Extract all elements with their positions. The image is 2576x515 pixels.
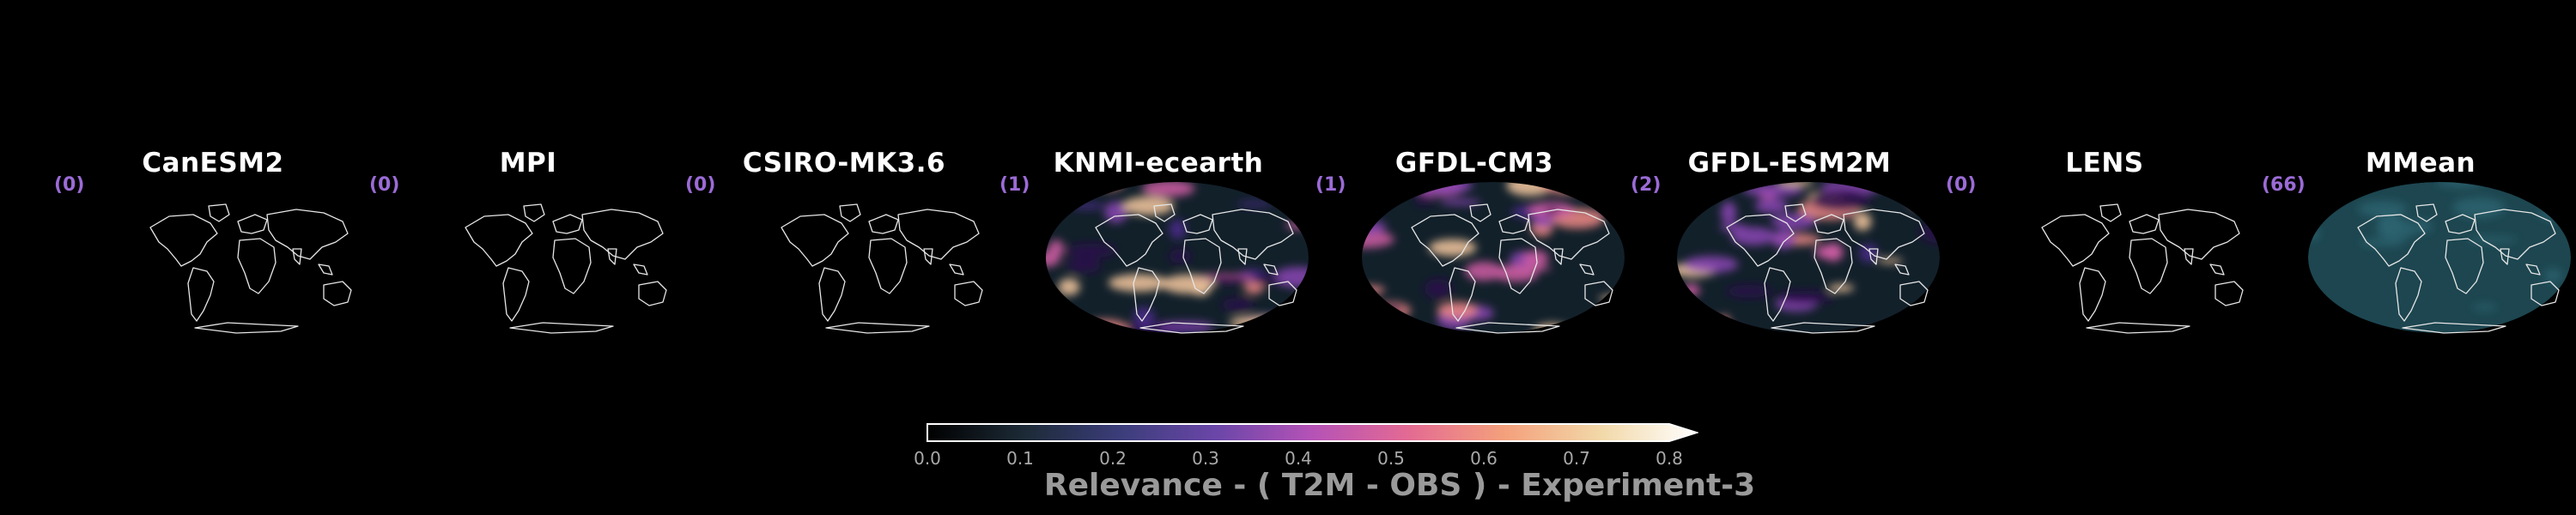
colorbar-tick-label: 0.2 <box>1099 448 1127 469</box>
colorbar-label: Relevance - ( T2M - OBS ) - Experiment-3 <box>1043 468 1756 503</box>
panel-title: GFDL-CM3 <box>1394 148 1554 179</box>
panel-title: MMean <box>2365 148 2476 179</box>
map-panel-gfdl-cm3: GFDL-CM3 (1) <box>1315 0 1631 515</box>
panel-count: (0) <box>54 174 85 196</box>
panel-count: (0) <box>1946 174 1977 196</box>
world-map <box>2308 182 2571 334</box>
map-panel-canesm2: CanESM2 (0) <box>54 0 370 515</box>
colorbar-tick-label: 0.7 <box>1563 448 1590 469</box>
map-panel-mmean: MMean (66) <box>2262 0 2576 515</box>
panel-title: MPI <box>499 148 557 179</box>
colorbar-tick-label: 0.6 <box>1470 448 1498 469</box>
coastline <box>2041 203 2244 334</box>
map-panel-knmi-ecearth: KNMI-ecearth (1) <box>999 0 1315 515</box>
panel-count: (1) <box>999 174 1030 196</box>
world-map <box>1362 182 1625 334</box>
map-panel-csiro-mk3-6: CSIRO-MK3.6 (0) <box>685 0 1001 515</box>
map-panel-mpi: MPI (0) <box>369 0 685 515</box>
colorbar-tick-label: 0.8 <box>1656 448 1683 469</box>
panel-count: (2) <box>1631 174 1662 196</box>
coastline <box>149 203 352 334</box>
coastline <box>781 203 983 334</box>
map-panel-lens: LENS (0) <box>1946 0 2262 515</box>
panel-count: (66) <box>2262 174 2306 196</box>
colorbar-tick-label: 0.0 <box>914 448 941 469</box>
panel-title: LENS <box>2065 148 2144 179</box>
colorbar-tick-label: 0.4 <box>1285 448 1312 469</box>
relevance-heatmap <box>1046 182 1309 333</box>
coastline <box>1411 203 1613 334</box>
world-map <box>1046 182 1309 334</box>
world-map <box>149 203 352 334</box>
colorbar-gradient <box>927 423 1698 442</box>
colorbar-tick-label: 0.1 <box>1006 448 1034 469</box>
panel-count: (1) <box>1315 174 1346 196</box>
colorbar-tick-label: 0.5 <box>1377 448 1405 469</box>
map-panel-gfdl-esm2m: GFDL-ESM2M (2) <box>1631 0 1947 515</box>
coastline <box>1726 203 1929 334</box>
relevance-heatmap <box>1677 182 1940 333</box>
panel-title: GFDL-ESM2M <box>1687 148 1892 179</box>
world-map <box>2041 203 2244 334</box>
world-map <box>781 203 983 334</box>
relevance-heatmap <box>2308 182 2571 333</box>
world-map <box>465 203 667 334</box>
world-map <box>1677 182 1940 334</box>
panel-count: (0) <box>685 174 716 196</box>
relevance-heatmap <box>1362 182 1625 333</box>
panel-title: CSIRO-MK3.6 <box>742 148 946 179</box>
colorbar-tick-label: 0.3 <box>1192 448 1219 469</box>
panel-title: KNMI-ecearth <box>1053 148 1264 179</box>
colorbar <box>927 423 1698 442</box>
panel-title: CanESM2 <box>142 148 284 179</box>
coastline <box>465 203 667 334</box>
coastline <box>2357 203 2560 334</box>
coastline <box>1095 203 1297 334</box>
panel-count: (0) <box>369 174 400 196</box>
